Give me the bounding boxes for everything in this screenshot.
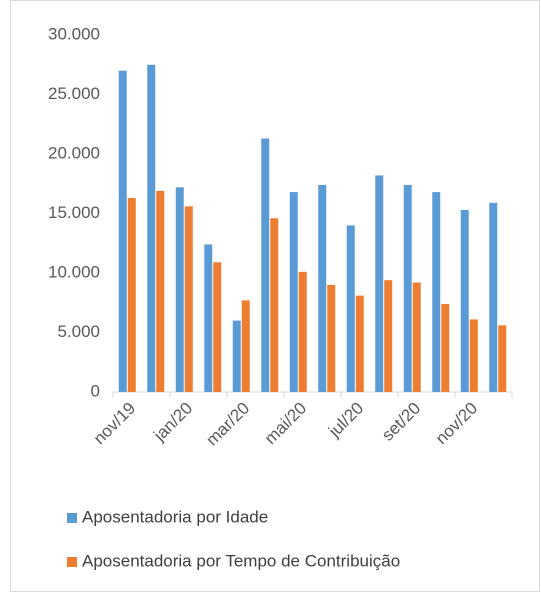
bar xyxy=(232,320,241,392)
bar xyxy=(241,300,250,392)
x-tick-label: nov/19 xyxy=(90,399,140,449)
legend-label: Aposentadoria por Tempo de Contribuição xyxy=(82,551,400,570)
y-tick-label: 25.000 xyxy=(48,84,100,103)
bar xyxy=(441,303,450,392)
bar xyxy=(175,187,184,392)
bar xyxy=(270,218,279,392)
y-tick-label: 15.000 xyxy=(48,203,100,222)
bar xyxy=(156,190,165,392)
legend: Aposentadoria por Idade Aposentadoria por… xyxy=(67,507,400,570)
bar xyxy=(118,70,127,392)
bar xyxy=(412,282,421,392)
bar xyxy=(289,192,298,392)
x-tick-label: nov/20 xyxy=(432,399,482,449)
bar xyxy=(384,280,393,392)
y-tick-label: 5.000 xyxy=(57,322,100,341)
bar xyxy=(460,209,469,392)
bar xyxy=(184,206,193,392)
bar xyxy=(261,138,270,392)
bar xyxy=(327,284,336,392)
bar xyxy=(127,198,136,392)
bar xyxy=(346,225,355,392)
legend-swatch xyxy=(67,557,77,567)
y-tick-label: 20.000 xyxy=(48,143,100,162)
bar xyxy=(355,295,364,392)
y-tick-label: 30.000 xyxy=(48,24,100,43)
x-tick-label: jan/20 xyxy=(149,399,196,446)
bar xyxy=(498,325,507,392)
legend-swatch xyxy=(67,513,77,523)
bar xyxy=(403,184,412,392)
x-tick-label: jul/20 xyxy=(324,399,367,442)
bar xyxy=(213,262,222,392)
x-tick-label: set/20 xyxy=(378,399,424,445)
chart-border xyxy=(10,0,540,592)
y-tick-label: 0 xyxy=(91,381,100,400)
y-tick-label: 10.000 xyxy=(48,262,100,281)
bar xyxy=(204,244,213,392)
bar xyxy=(469,319,478,392)
legend-label: Aposentadoria por Idade xyxy=(82,507,268,526)
x-tick-label: mar/20 xyxy=(202,399,253,450)
bar xyxy=(147,64,156,392)
bar xyxy=(298,271,307,392)
x-tick-label: mai/20 xyxy=(261,399,311,449)
bar xyxy=(318,184,327,392)
bar xyxy=(375,175,384,392)
bar xyxy=(432,192,441,392)
bar xyxy=(489,202,498,392)
